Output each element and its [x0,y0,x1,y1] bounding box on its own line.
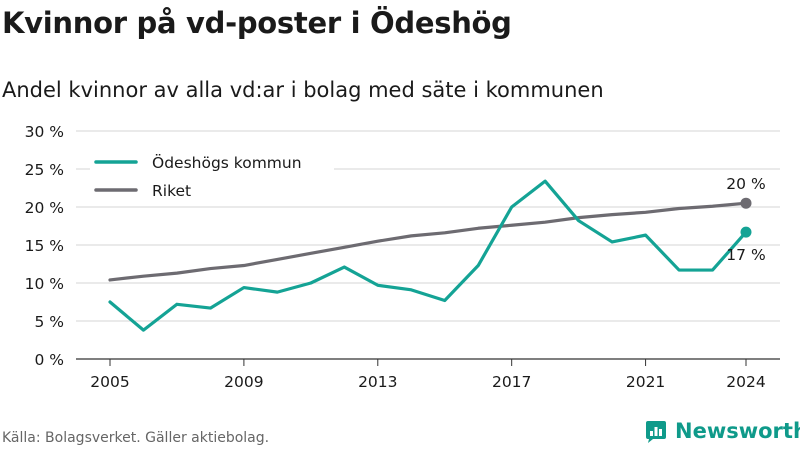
legend-label-odeshog: Ödeshögs kommun [152,153,302,172]
x-tick-label: 2013 [358,373,397,391]
newsworthy-logo-icon [646,421,666,443]
y-tick-label: 5 % [34,313,64,331]
chart-title: Kvinnor på vd-poster i Ödeshög [2,6,512,40]
x-tick-label: 2009 [224,373,263,391]
legend-label-riket: Riket [152,182,191,200]
y-tick-label: 30 % [25,123,64,141]
y-tick-label: 25 % [25,161,64,179]
brand-logo: Newsworthy [643,418,800,444]
legend-background [90,147,334,205]
brand-name: Newsworthy [675,419,800,443]
end-label-riket: 20 % [726,175,765,193]
x-tick-label: 2024 [726,373,765,391]
chart-subtitle: Andel kvinnor av alla vd:ar i bolag med … [2,78,604,102]
end-dot-odeshog [740,226,752,238]
y-tick-label: 10 % [25,275,64,293]
x-tick-label: 2021 [626,373,665,391]
y-tick-label: 20 % [25,199,64,217]
series-line-odeshog [108,179,748,332]
end-label-odeshog: 17 % [726,246,765,264]
x-tick-label: 2017 [492,373,531,391]
y-tick-label: 15 % [25,237,64,255]
x-tick-label: 2005 [90,373,129,391]
end-dot-riket [740,197,752,209]
y-tick-label: 0 % [34,351,64,369]
series-line-riket [108,201,748,282]
source-note: Källa: Bolagsverket. Gäller aktiebolag. [2,430,270,446]
